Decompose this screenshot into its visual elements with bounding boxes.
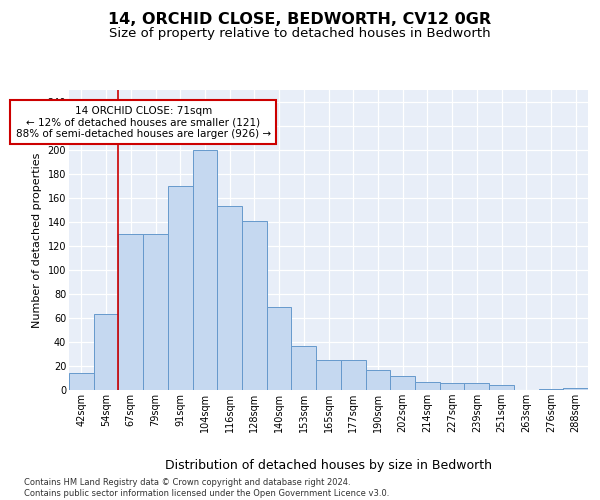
Text: 14, ORCHID CLOSE, BEDWORTH, CV12 0GR: 14, ORCHID CLOSE, BEDWORTH, CV12 0GR (109, 12, 491, 28)
Text: Size of property relative to detached houses in Bedworth: Size of property relative to detached ho… (109, 28, 491, 40)
Bar (489, 385, 514, 390)
Bar (94, 314, 118, 390)
Bar (242, 221, 267, 390)
Bar (193, 150, 217, 390)
Bar (464, 383, 489, 390)
Text: Contains HM Land Registry data © Crown copyright and database right 2024.
Contai: Contains HM Land Registry data © Crown c… (24, 478, 389, 498)
Bar (365, 370, 390, 390)
Bar (217, 206, 242, 390)
Text: Distribution of detached houses by size in Bedworth: Distribution of detached houses by size … (166, 460, 493, 472)
Bar (390, 376, 415, 390)
Bar (143, 234, 168, 390)
Bar (563, 388, 588, 390)
Bar (69, 373, 94, 390)
Bar (440, 383, 464, 390)
Bar (341, 360, 365, 390)
Text: 14 ORCHID CLOSE: 71sqm
← 12% of detached houses are smaller (121)
88% of semi-de: 14 ORCHID CLOSE: 71sqm ← 12% of detached… (16, 106, 271, 139)
Bar (267, 307, 292, 390)
Y-axis label: Number of detached properties: Number of detached properties (32, 152, 42, 328)
Bar (168, 186, 193, 390)
Bar (316, 360, 341, 390)
Bar (539, 389, 563, 390)
Bar (292, 346, 316, 390)
Bar (415, 382, 440, 390)
Bar (118, 234, 143, 390)
